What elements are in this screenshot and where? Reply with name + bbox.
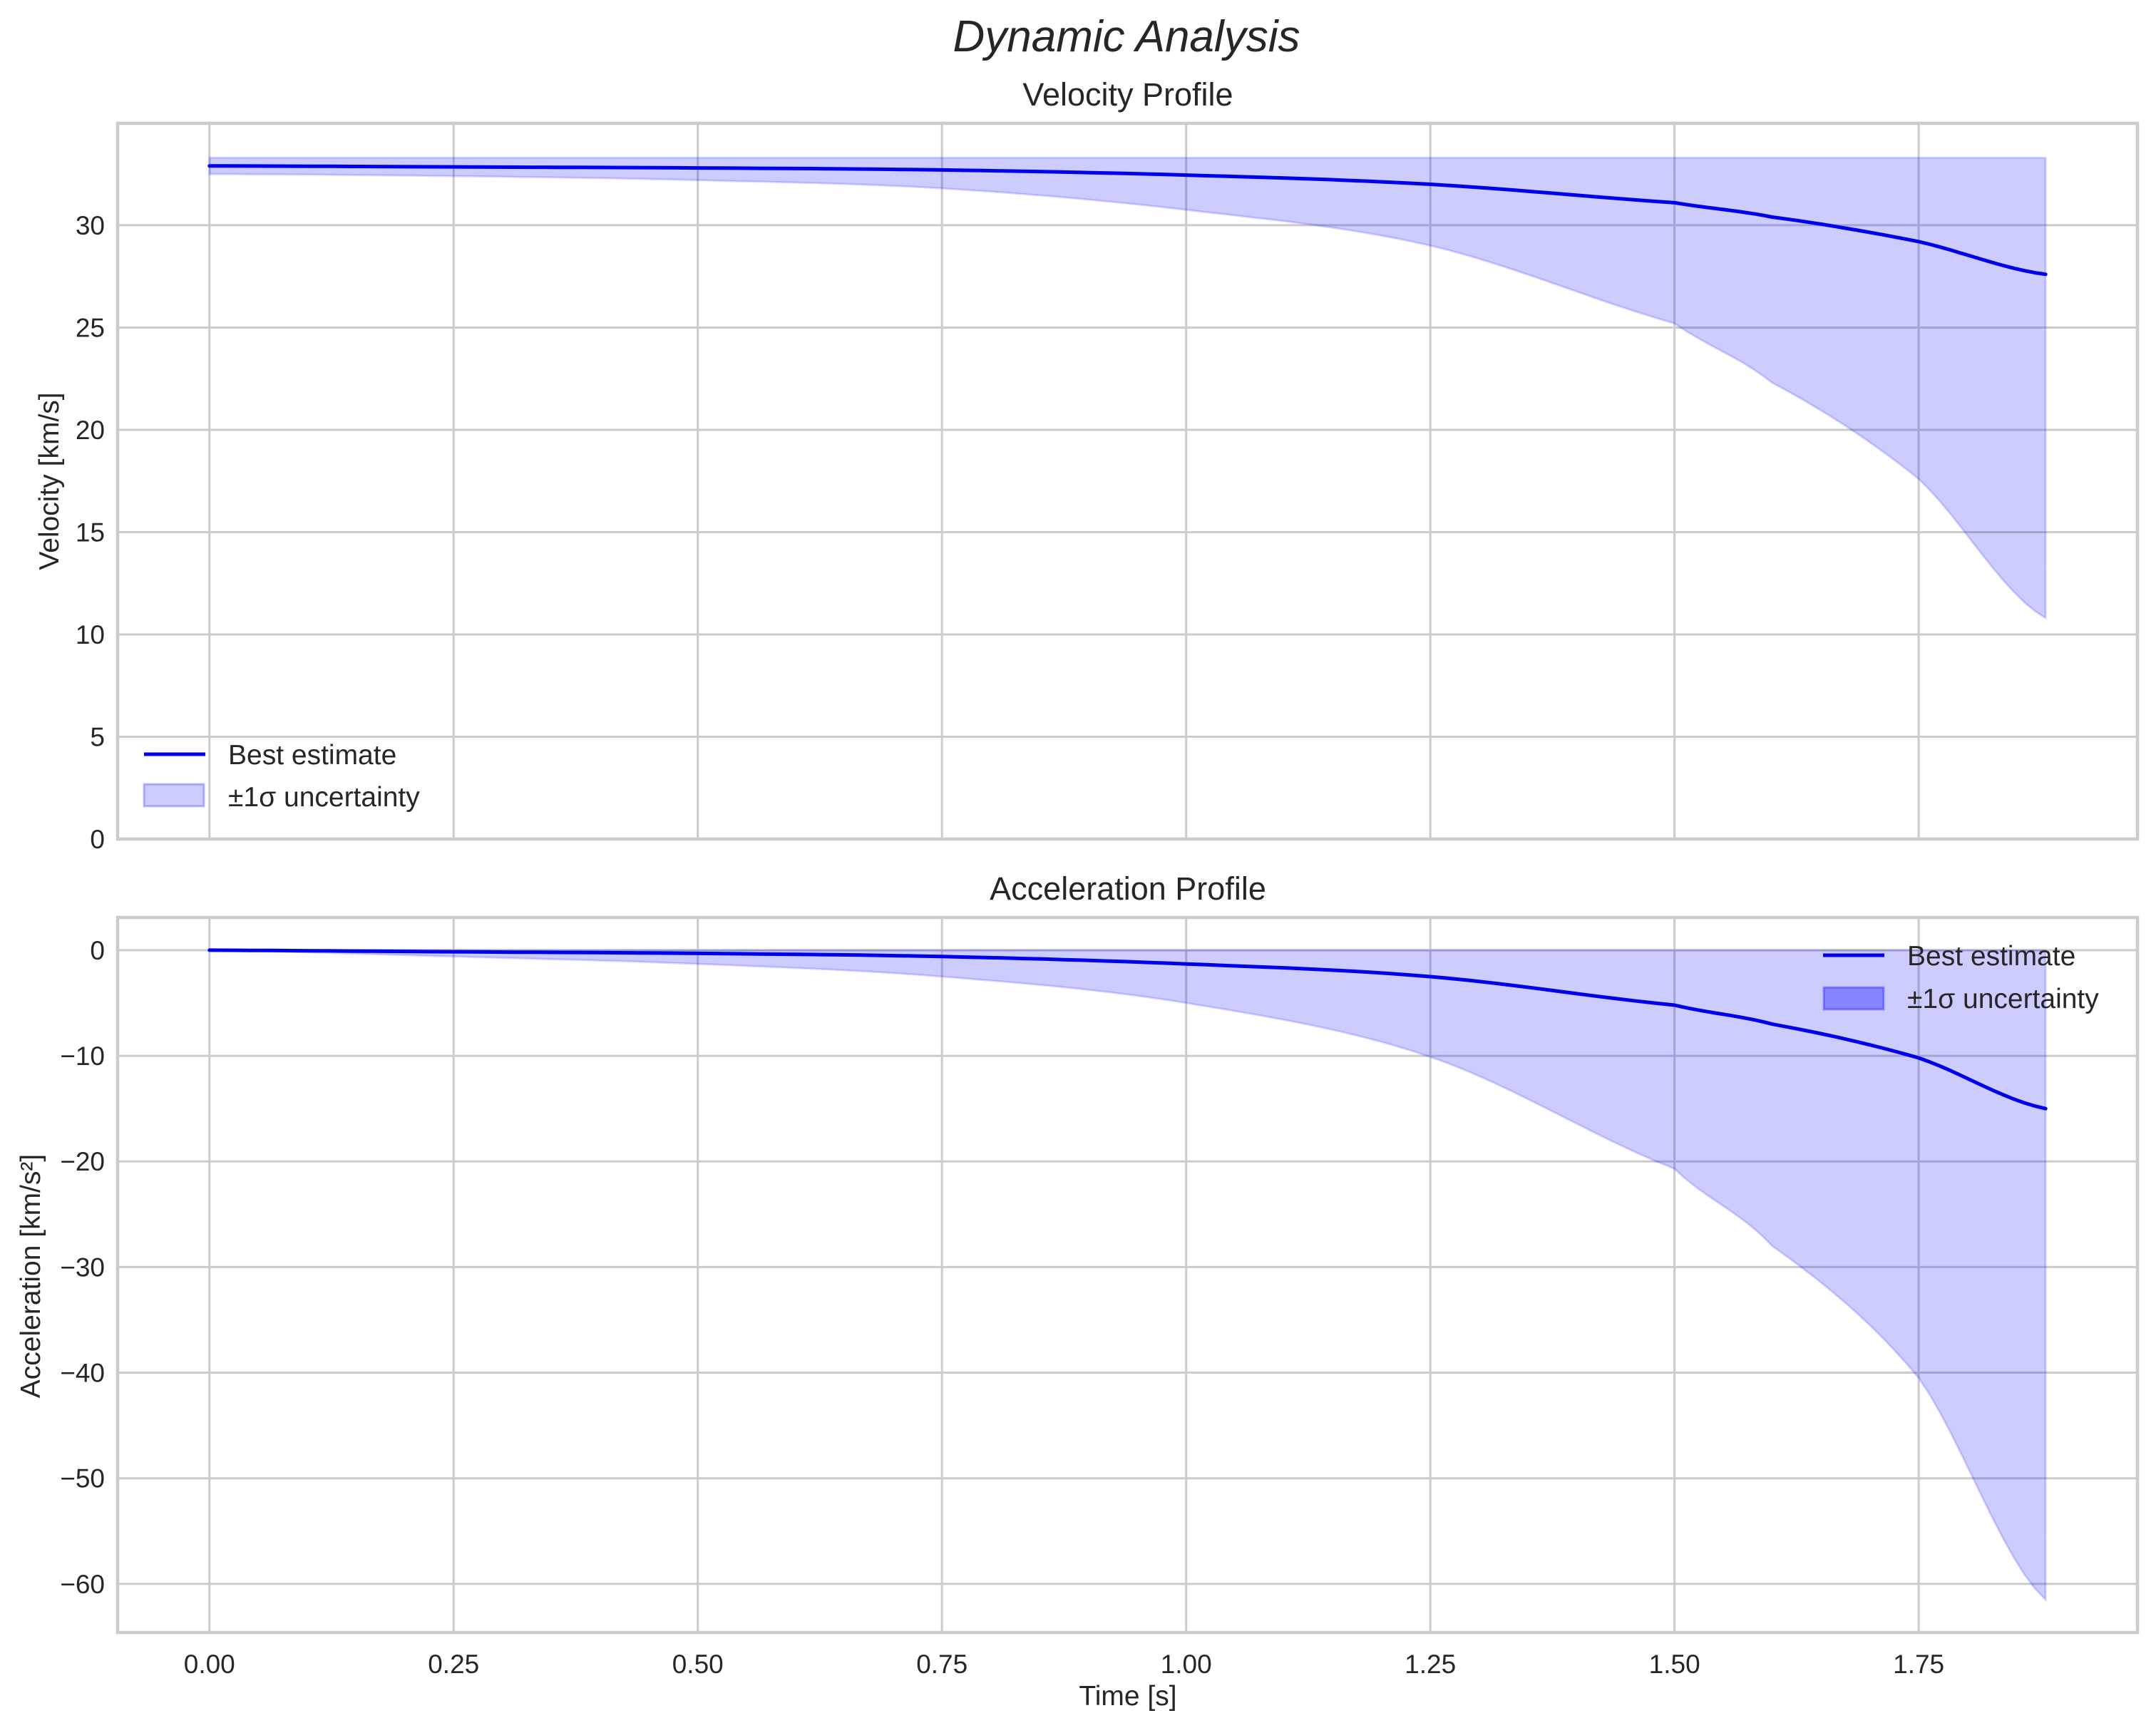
legend-label-best-estimate: Best estimate: [1907, 941, 2075, 972]
acceleration-best-estimate-line: [207, 948, 2048, 1111]
acceleration-y-ticks: 0 −10 −20 −30 −40 −50 −60: [60, 936, 105, 1599]
y-tick-label: 10: [76, 620, 105, 649]
legend-band-swatch: [143, 783, 205, 808]
velocity-uncertainty-band: [208, 156, 2047, 620]
legend-band-swatch: [1822, 986, 1885, 1011]
y-tick-label: −30: [60, 1253, 105, 1282]
x-tick-label: 0.00: [184, 1650, 235, 1679]
acceleration-x-ticks: 0.00 0.25 0.50 0.75 1.00 1.25 1.50 1.75: [184, 1650, 1944, 1679]
legend-label-uncertainty: ±1σ uncertainty: [1907, 984, 2099, 1014]
velocity-best-estimate-line: [207, 164, 2048, 277]
figure-title: Dynamic Analysis: [953, 12, 1300, 61]
acceleration-subplot: Acceleration Profile 0 −10 −20 −30 −40 −50 −60…: [16, 870, 2140, 1712]
x-tick-label: 1.25: [1405, 1650, 1456, 1679]
velocity-grid: [118, 123, 2137, 840]
y-tick-label: 0: [90, 825, 105, 854]
y-tick-label: 25: [76, 313, 105, 342]
acceleration-subplot-title: Acceleration Profile: [990, 870, 1266, 907]
y-tick-label: −10: [60, 1042, 105, 1071]
acceleration-uncertainty-band: [209, 949, 2047, 1603]
x-tick-label: 1.50: [1649, 1650, 1700, 1679]
acceleration-axes-frame: [115, 915, 2140, 1635]
velocity-axes-frame: [115, 121, 2140, 841]
velocity-subplot: Velocity Profile 0 5 10 15 20 25 30 Velocity […: [34, 76, 2140, 854]
x-tick-label: 1.00: [1161, 1650, 1212, 1679]
y-tick-label: −60: [60, 1570, 105, 1599]
y-tick-label: 20: [76, 416, 105, 445]
x-tick-label: 1.75: [1893, 1650, 1944, 1679]
legend-label-uncertainty: ±1σ uncertainty: [228, 782, 420, 813]
y-tick-label: 0: [90, 936, 105, 965]
y-tick-label: 30: [76, 211, 105, 240]
y-tick-label: −40: [60, 1359, 105, 1388]
velocity-legend: Best estimate ±1σ uncertainty: [143, 740, 420, 813]
legend-label-best-estimate: Best estimate: [228, 740, 396, 771]
y-tick-label: 5: [90, 722, 105, 751]
acceleration-legend: Best estimate ±1σ uncertainty: [1822, 941, 2099, 1014]
x-tick-label: 0.50: [672, 1650, 724, 1679]
acceleration-grid: [118, 917, 2137, 1632]
velocity-y-axis-label: Velocity [km/s]: [34, 392, 65, 570]
y-tick-label: −50: [60, 1464, 105, 1493]
x-axis-label: Time [s]: [1079, 1681, 1176, 1712]
velocity-y-ticks: 0 5 10 15 20 25 30: [76, 211, 105, 854]
y-tick-label: −20: [60, 1147, 105, 1176]
y-tick-label: 15: [76, 518, 105, 547]
x-tick-label: 0.25: [428, 1650, 479, 1679]
x-tick-label: 0.75: [916, 1650, 967, 1679]
acceleration-y-axis-label: Acceleration [km/s²]: [16, 1154, 46, 1398]
velocity-subplot-title: Velocity Profile: [1022, 76, 1233, 113]
